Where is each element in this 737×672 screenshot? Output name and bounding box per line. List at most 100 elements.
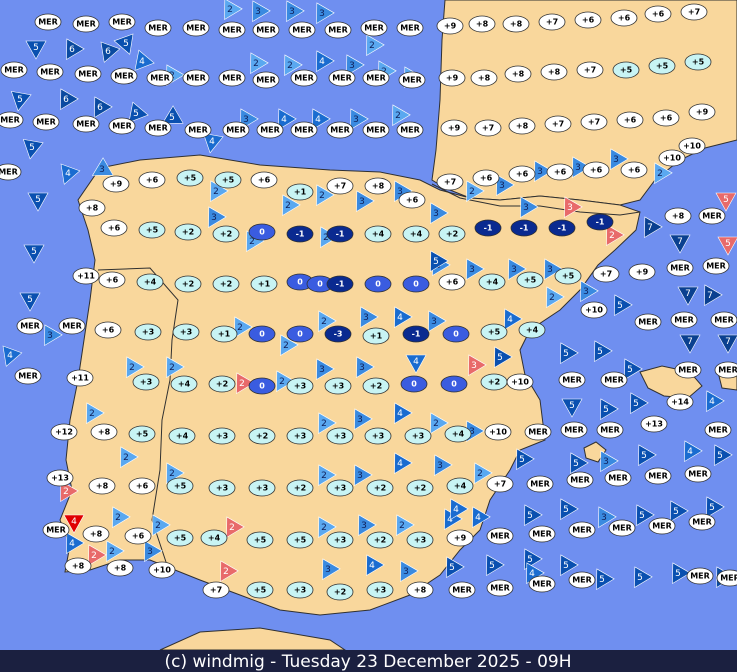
station-temp: +8 <box>414 586 427 595</box>
wind-triangle <box>350 108 369 131</box>
station: MER <box>288 21 316 39</box>
wind-arrow: 5 <box>161 105 184 124</box>
station-temp: +7 <box>584 66 596 75</box>
station-temp: +13 <box>645 420 663 429</box>
wind-arrow: 5 <box>706 496 725 519</box>
station-temp: MER <box>186 74 206 83</box>
station-temp: MER <box>652 522 672 531</box>
wind-arrow: 3 <box>356 190 375 213</box>
station-temp: +1 <box>294 188 307 197</box>
station-temp: +8 <box>98 428 111 437</box>
station-temp: +5 <box>620 66 633 75</box>
station-temp: +6 <box>446 278 459 287</box>
wind-triangle <box>564 196 583 219</box>
station-temp: +2 <box>370 382 382 391</box>
station-temp: MER <box>702 212 722 221</box>
station-temp: +3 <box>294 432 306 441</box>
station-marker <box>612 61 640 79</box>
wind-triangle <box>60 88 79 111</box>
wind-arrow: 2 <box>250 52 269 75</box>
station: +5 <box>612 61 640 79</box>
station: -1 <box>510 219 538 237</box>
wind-speed: 7 <box>707 291 713 301</box>
station-marker <box>478 273 506 291</box>
station: +3 <box>406 531 434 549</box>
station-temp: +3 <box>372 432 384 441</box>
station: +6 <box>472 169 500 187</box>
wind-speed: 3 <box>499 181 505 191</box>
wind-triangle <box>396 514 415 537</box>
station-temp: MER <box>226 126 246 135</box>
wind-triangle <box>318 516 337 539</box>
wind-speed: 3 <box>357 415 363 425</box>
station: +9 <box>628 263 656 281</box>
wind-speed: 3 <box>613 155 619 165</box>
station-temp: MER <box>112 18 132 27</box>
station-temp: -1 <box>412 330 421 339</box>
wind-triangle <box>446 556 465 579</box>
station-temp: MER <box>600 426 620 435</box>
station-marker <box>688 513 716 531</box>
wind-speed: 3 <box>437 461 443 471</box>
station-marker <box>144 119 172 137</box>
station-temp: MER <box>452 586 472 595</box>
wind-arrow: 4 <box>472 506 491 529</box>
station-temp: +6 <box>660 114 673 123</box>
station-marker <box>568 521 596 539</box>
station-temp: MER <box>608 474 628 483</box>
station-layer: MER MER MER MER MER MER MER MER MER MER MER +9 +8 +8 +… <box>0 3 737 601</box>
wind-speed: 5 <box>597 347 603 357</box>
station-marker <box>678 137 706 155</box>
wind-arrow: 4 <box>202 132 224 154</box>
wind-triangle <box>450 498 469 521</box>
wind-arrow: 2 <box>474 462 493 485</box>
wind-triangle <box>644 216 663 239</box>
wind-speed: 2 <box>91 551 97 561</box>
station: MER <box>328 69 356 87</box>
station-marker <box>714 361 737 379</box>
station-temp: +5 <box>174 482 187 491</box>
wind-triangle <box>356 190 375 213</box>
wind-arrow: 2 <box>466 180 485 203</box>
station-temp: +4 <box>454 482 467 491</box>
wind-triangle <box>394 402 413 425</box>
wind-speed: 4 <box>7 351 13 361</box>
wind-speed: 3 <box>603 457 609 467</box>
station-temp: MER <box>572 526 592 535</box>
wind-arrow: 3 <box>598 506 617 529</box>
wind-arrow: 2 <box>318 464 337 487</box>
wind-triangle <box>134 49 155 71</box>
wind-arrow: 3 <box>322 558 341 581</box>
wind-triangle <box>434 454 453 477</box>
station-marker <box>138 221 166 239</box>
wind-arrow: 2 <box>396 514 415 537</box>
station-temp: -3 <box>334 330 343 339</box>
station-marker <box>398 71 426 89</box>
station-marker <box>396 121 424 139</box>
station: MER <box>704 421 732 439</box>
wind-arrow: 6 <box>94 96 113 119</box>
station: +3 <box>364 427 392 445</box>
wind-arrow: 2 <box>366 34 385 57</box>
wind-triangle <box>2 345 23 367</box>
station: +5 <box>246 531 274 549</box>
wind-arrow: 2 <box>152 514 171 537</box>
wind-triangle <box>25 40 47 60</box>
station-temp: MER <box>490 532 510 541</box>
station-marker <box>0 111 24 129</box>
station-marker <box>36 63 64 81</box>
wind-speed: 2 <box>319 191 325 201</box>
wind-speed: 4 <box>209 137 215 147</box>
wind-triangle <box>679 334 701 354</box>
station: +9 <box>446 529 474 547</box>
wind-triangle <box>94 96 113 119</box>
station: 0 <box>402 275 430 293</box>
wind-arrow: 5 <box>638 444 657 467</box>
station-temp: +6 <box>480 174 493 183</box>
station-temp: MER <box>294 126 314 135</box>
wind-arrow: 5 <box>19 292 41 312</box>
station: MER <box>0 61 28 79</box>
wind-triangle <box>316 2 335 25</box>
station-marker <box>528 575 556 593</box>
wind-triangle <box>394 306 413 329</box>
